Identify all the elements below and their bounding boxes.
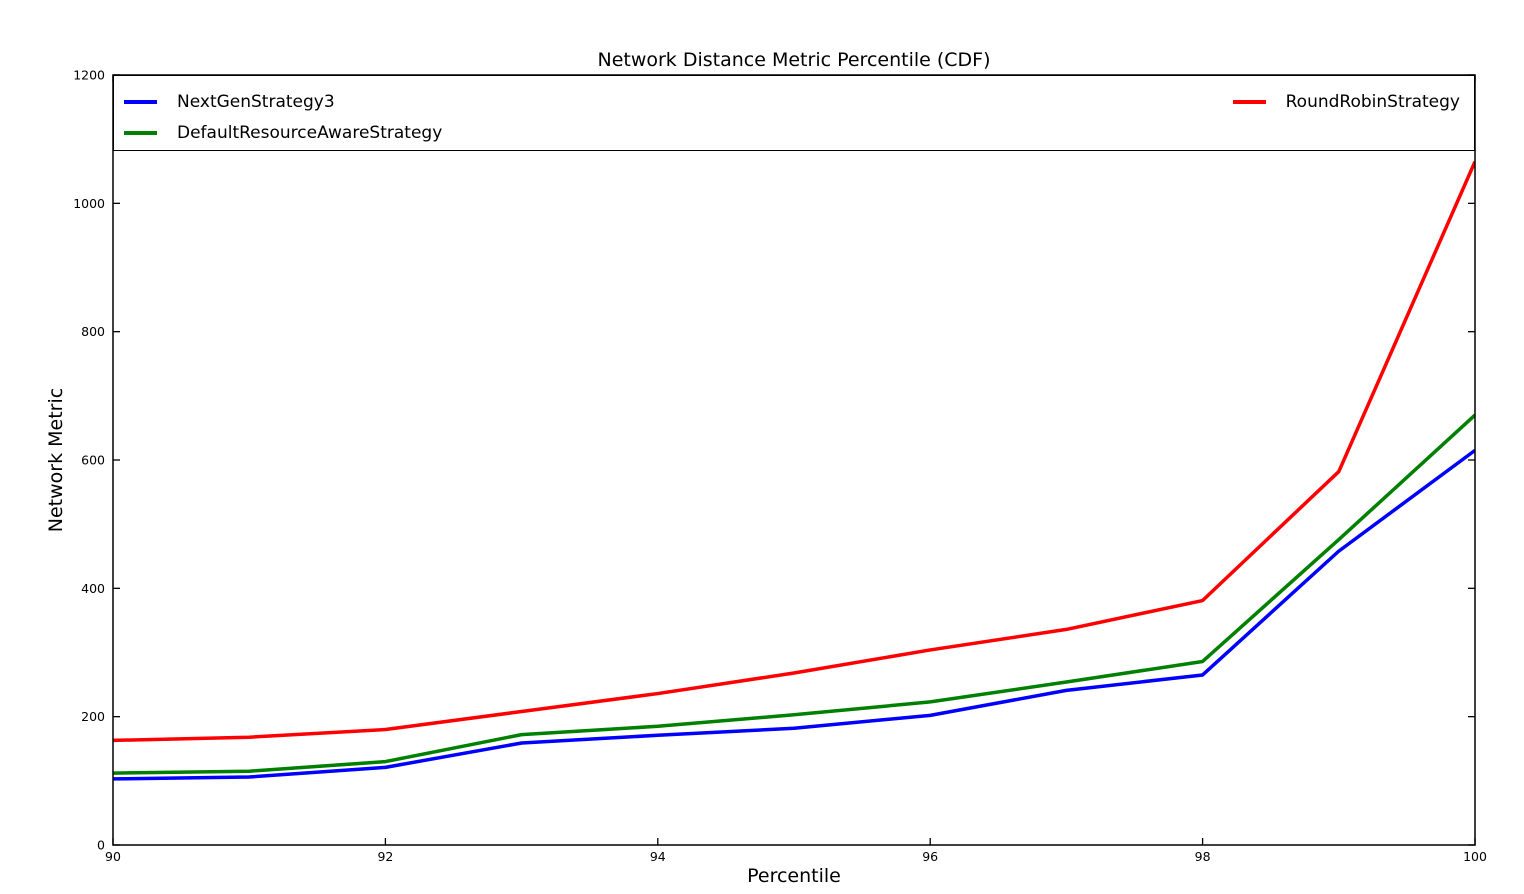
tick-label: 1000 [73,196,105,211]
legend-swatch-blue-line [124,100,157,104]
legend-swatch-red-line [1232,100,1266,104]
tick-label: 400 [81,581,105,596]
tick-label: 1200 [73,68,105,83]
tick-label: 92 [377,849,393,864]
tick-label: 96 [922,849,938,864]
tick-label: 200 [81,709,105,724]
legend-item-nextgenstrategy3: NextGenStrategy3 [124,91,335,113]
tick-label: 90 [105,849,121,864]
tick-label: 800 [81,324,105,339]
legend: NextGenStrategy3 RoundRobinStrategy Defa… [113,75,1475,151]
chart-title: Network Distance Metric Percentile (CDF) [597,49,991,71]
tick-label: 600 [81,453,105,468]
x-axis-label: Percentile [747,865,841,887]
tick-label: 100 [1463,849,1487,864]
tick-label: 0 [97,838,105,853]
legend-item-defaultresourceawarestrategy: DefaultResourceAwareStrategy [124,122,442,144]
legend-swatch-green-line [124,131,157,135]
legend-row-1: NextGenStrategy3 RoundRobinStrategy [124,91,1460,113]
legend-item-roundrobinstrategy: RoundRobinStrategy [1232,91,1460,113]
tick-label: 94 [650,849,666,864]
legend-label-roundrobinstrategy: RoundRobinStrategy [1285,92,1460,112]
y-axis-label: Network Metric [45,387,67,533]
series-line-nextgenstrategy3 [113,448,1475,781]
tick-label: 98 [1195,849,1211,864]
series-line-defaultresourceawarestrategy [113,413,1475,775]
legend-label-nextgenstrategy3: NextGenStrategy3 [177,92,335,112]
legend-label-defaultresourceawarestrategy: DefaultResourceAwareStrategy [177,123,443,143]
series-line-roundrobinstrategy [113,160,1475,743]
legend-row-2: DefaultResourceAwareStrategy [124,122,1460,144]
series-lines [113,160,1475,781]
